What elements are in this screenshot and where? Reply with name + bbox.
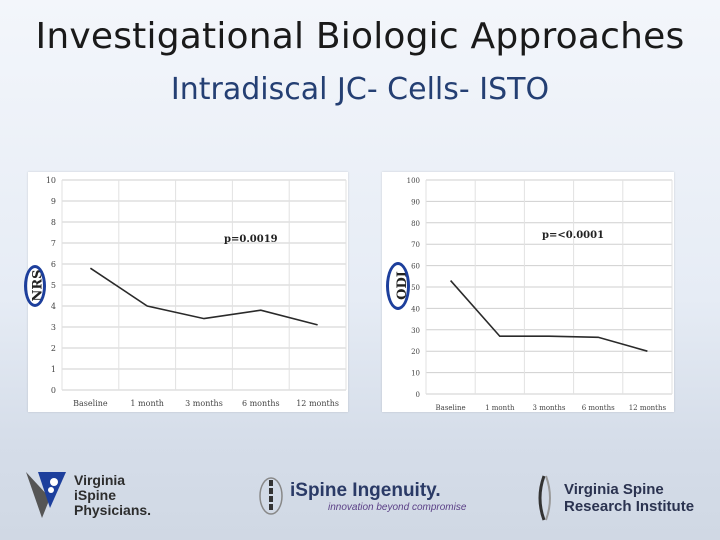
odi-chart: 0 10 20 30 40 50 60 70 80 90 100 Baseline 1 month 3 m… (382, 172, 674, 412)
series-line (89, 267, 318, 326)
odi-chart-svg: 0 10 20 30 40 50 60 70 80 90 100 Baseline 1 month 3 m… (407, 177, 673, 412)
nrs-chart-svg: 0 1 2 3 4 5 6 7 8 9 10 Baseline 1 month 3 months 6 mon… (46, 176, 347, 408)
y-tick-label: 9 (51, 197, 56, 206)
y-tick-label: 70 (411, 241, 420, 249)
y-tick-label: 5 (51, 281, 56, 290)
x-tick-label: 1 month (485, 404, 515, 412)
x-tick-label: 3 months (533, 404, 566, 412)
x-tick-label: Baseline (73, 399, 108, 408)
x-tick-label: 6 months (582, 404, 615, 412)
x-tick-label: 12 months (296, 399, 339, 408)
y-tick-label: 20 (411, 348, 420, 356)
y-tick-label: 90 (411, 198, 420, 206)
x-tick-label: 1 month (130, 399, 164, 408)
logo2-mark: . (435, 479, 441, 501)
logo3-line2: Research Institute (564, 498, 695, 515)
nrs-highlight-ellipse (24, 265, 46, 307)
x-tick-label: 6 months (242, 399, 280, 408)
y-tick-label: 60 (411, 263, 420, 271)
slide-title: Investigational Biologic Approaches (35, 16, 685, 57)
y-tick-label: 1 (51, 365, 56, 374)
p-value-annotation: p=<0.0001 (542, 230, 604, 241)
logo2-tagline: innovation beyond compromise (328, 501, 467, 513)
y-tick-label: 10 (46, 176, 56, 185)
series-line (450, 280, 648, 352)
y-tick-label: 2 (51, 344, 56, 353)
x-tick-label: 3 months (185, 399, 223, 408)
logo1-line1: Virginia (74, 471, 126, 488)
y-tick-label: 100 (407, 177, 420, 185)
y-tick-label: 50 (411, 284, 420, 292)
y-tick-label: 30 (411, 327, 420, 335)
p-value-annotation: p=0.0019 (224, 234, 278, 245)
vsri-spine-icon (538, 475, 551, 521)
virginia-ispine-physicians-logo: Virginia iSpine Physicians. (24, 468, 151, 522)
y-tick-label: 3 (51, 323, 56, 332)
logo1-line3: Physicians (74, 501, 148, 518)
logo2-name: iSpine Ingenuity (290, 479, 436, 501)
y-tick-label: 4 (51, 302, 56, 311)
footer-logos: Virginia iSpine Physicians. iSpine Ingen… (0, 456, 720, 540)
y-tick-label: 8 (51, 218, 56, 227)
ispine-ingenuity-logo: iSpine Ingenuity. innovation beyond comp… (258, 476, 466, 516)
virginia-spine-research-institute-logo: Virginia Spine Research Institute (532, 474, 694, 522)
y-tick-label: 0 (51, 386, 56, 395)
nrs-chart: 0 1 2 3 4 5 6 7 8 9 10 Baseline 1 month 3 months 6 mon… (28, 172, 348, 412)
ispine-ingenuity-spine-icon (259, 477, 283, 515)
y-tick-label: 6 (51, 260, 56, 269)
odi-highlight-ellipse (386, 262, 410, 310)
y-tick-label: 0 (416, 391, 420, 399)
y-tick-label: 80 (411, 220, 420, 228)
x-tick-label: Baseline (436, 404, 466, 412)
y-tick-label: 10 (411, 370, 420, 378)
y-tick-label: 40 (411, 305, 420, 313)
logo1-mark: . (147, 501, 152, 518)
vip-spine-icon (26, 472, 66, 518)
y-tick-label: 7 (51, 239, 56, 248)
x-tick-label: 12 months (629, 404, 667, 412)
logo1-line2: iSpine (74, 486, 117, 503)
logo3-line1: Virginia Spine (564, 481, 664, 498)
slide-subtitle: Intradiscal JC- Cells- ISTO (170, 72, 550, 107)
